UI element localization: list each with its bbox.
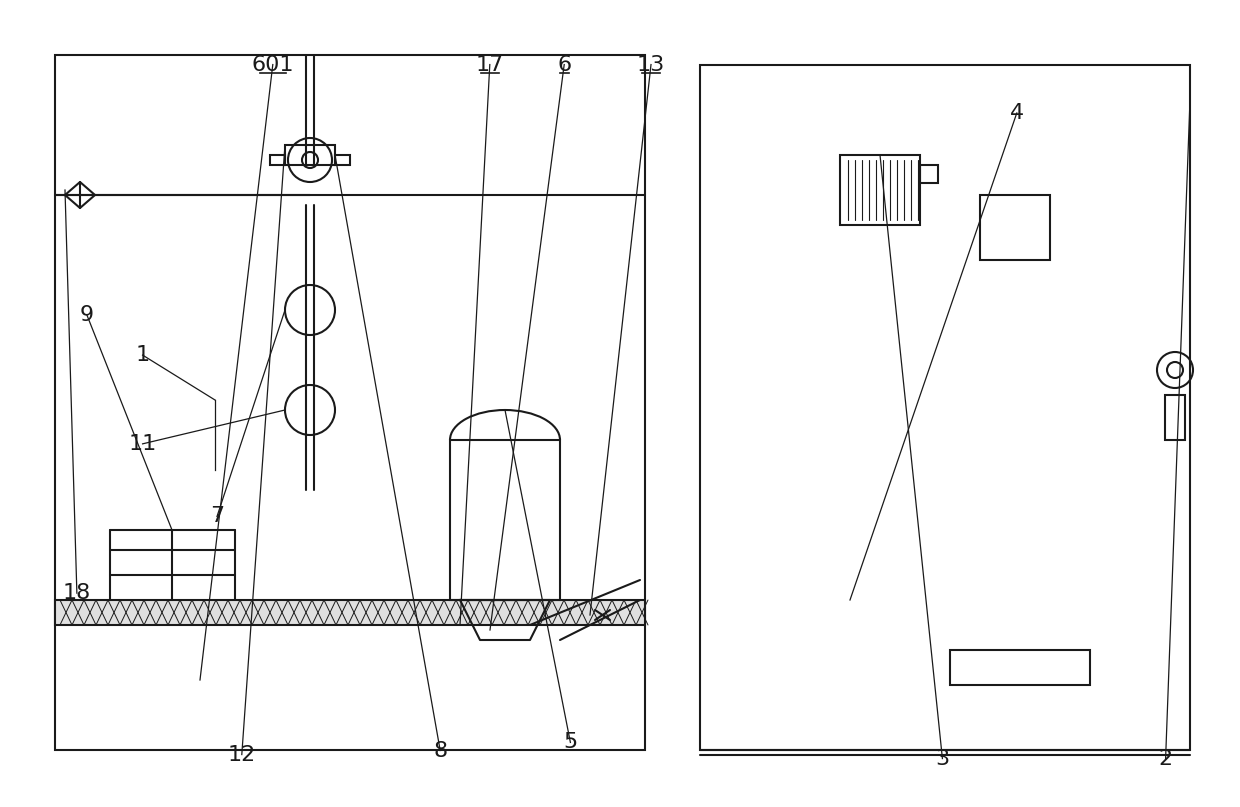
Bar [285, 145, 335, 165]
Bar [701, 65, 1190, 750]
Text: 12: 12 [228, 745, 255, 764]
Text: 7: 7 [210, 507, 224, 526]
Bar [950, 650, 1090, 685]
Bar [920, 165, 937, 183]
Bar [450, 440, 560, 600]
Bar [839, 155, 920, 225]
Text: 5: 5 [563, 733, 578, 752]
Text: 8: 8 [433, 741, 448, 760]
Text: 13: 13 [637, 55, 665, 74]
Text: 1: 1 [135, 345, 150, 365]
Bar [55, 600, 645, 625]
Text: 18: 18 [63, 583, 91, 603]
Text: 11: 11 [129, 434, 156, 454]
Text: 4: 4 [1009, 103, 1024, 123]
Text: 2: 2 [1158, 749, 1173, 768]
Bar [335, 155, 350, 165]
Bar [980, 195, 1050, 260]
Text: 6: 6 [557, 55, 572, 74]
Text: 17: 17 [476, 55, 503, 74]
Bar [270, 155, 285, 165]
Text: 9: 9 [79, 305, 94, 324]
Bar [1166, 395, 1185, 440]
Text: 601: 601 [252, 55, 294, 74]
Bar [55, 55, 645, 750]
Text: 3: 3 [935, 749, 950, 768]
